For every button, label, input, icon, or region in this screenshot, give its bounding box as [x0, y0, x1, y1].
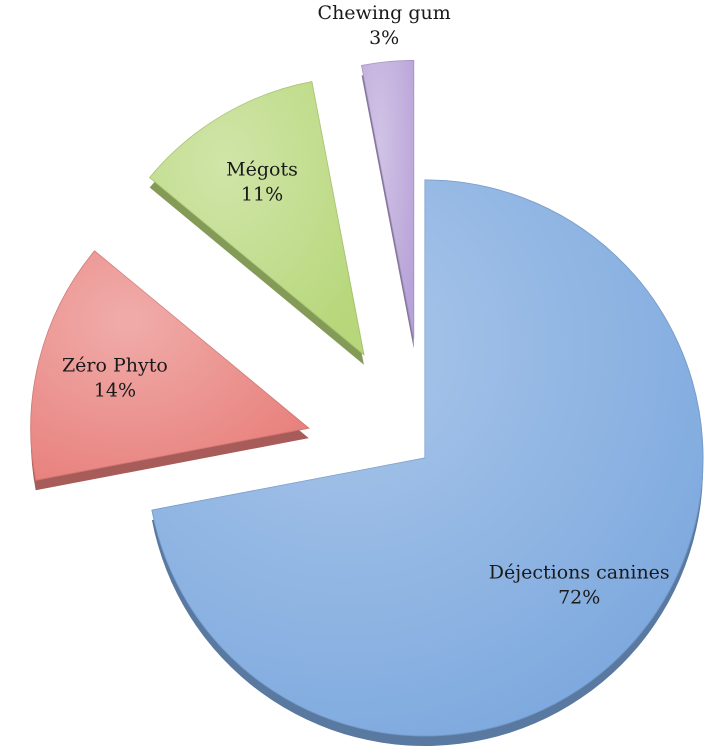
slice-value-label: 72% [558, 587, 600, 609]
slice-value-label: 14% [94, 379, 136, 401]
slice-value-label: 3% [369, 27, 399, 49]
slice-label: Zéro Phyto [62, 354, 168, 376]
slice-label: Déjections canines [489, 562, 670, 584]
slice-label: Mégots [226, 158, 298, 180]
slice-shine [149, 81, 364, 355]
slice-label: Chewing gum [318, 2, 451, 24]
slice-value-label: 11% [241, 183, 283, 205]
slice-shine [361, 60, 414, 339]
slice-shine [151, 180, 704, 737]
slice-shine [30, 250, 309, 481]
